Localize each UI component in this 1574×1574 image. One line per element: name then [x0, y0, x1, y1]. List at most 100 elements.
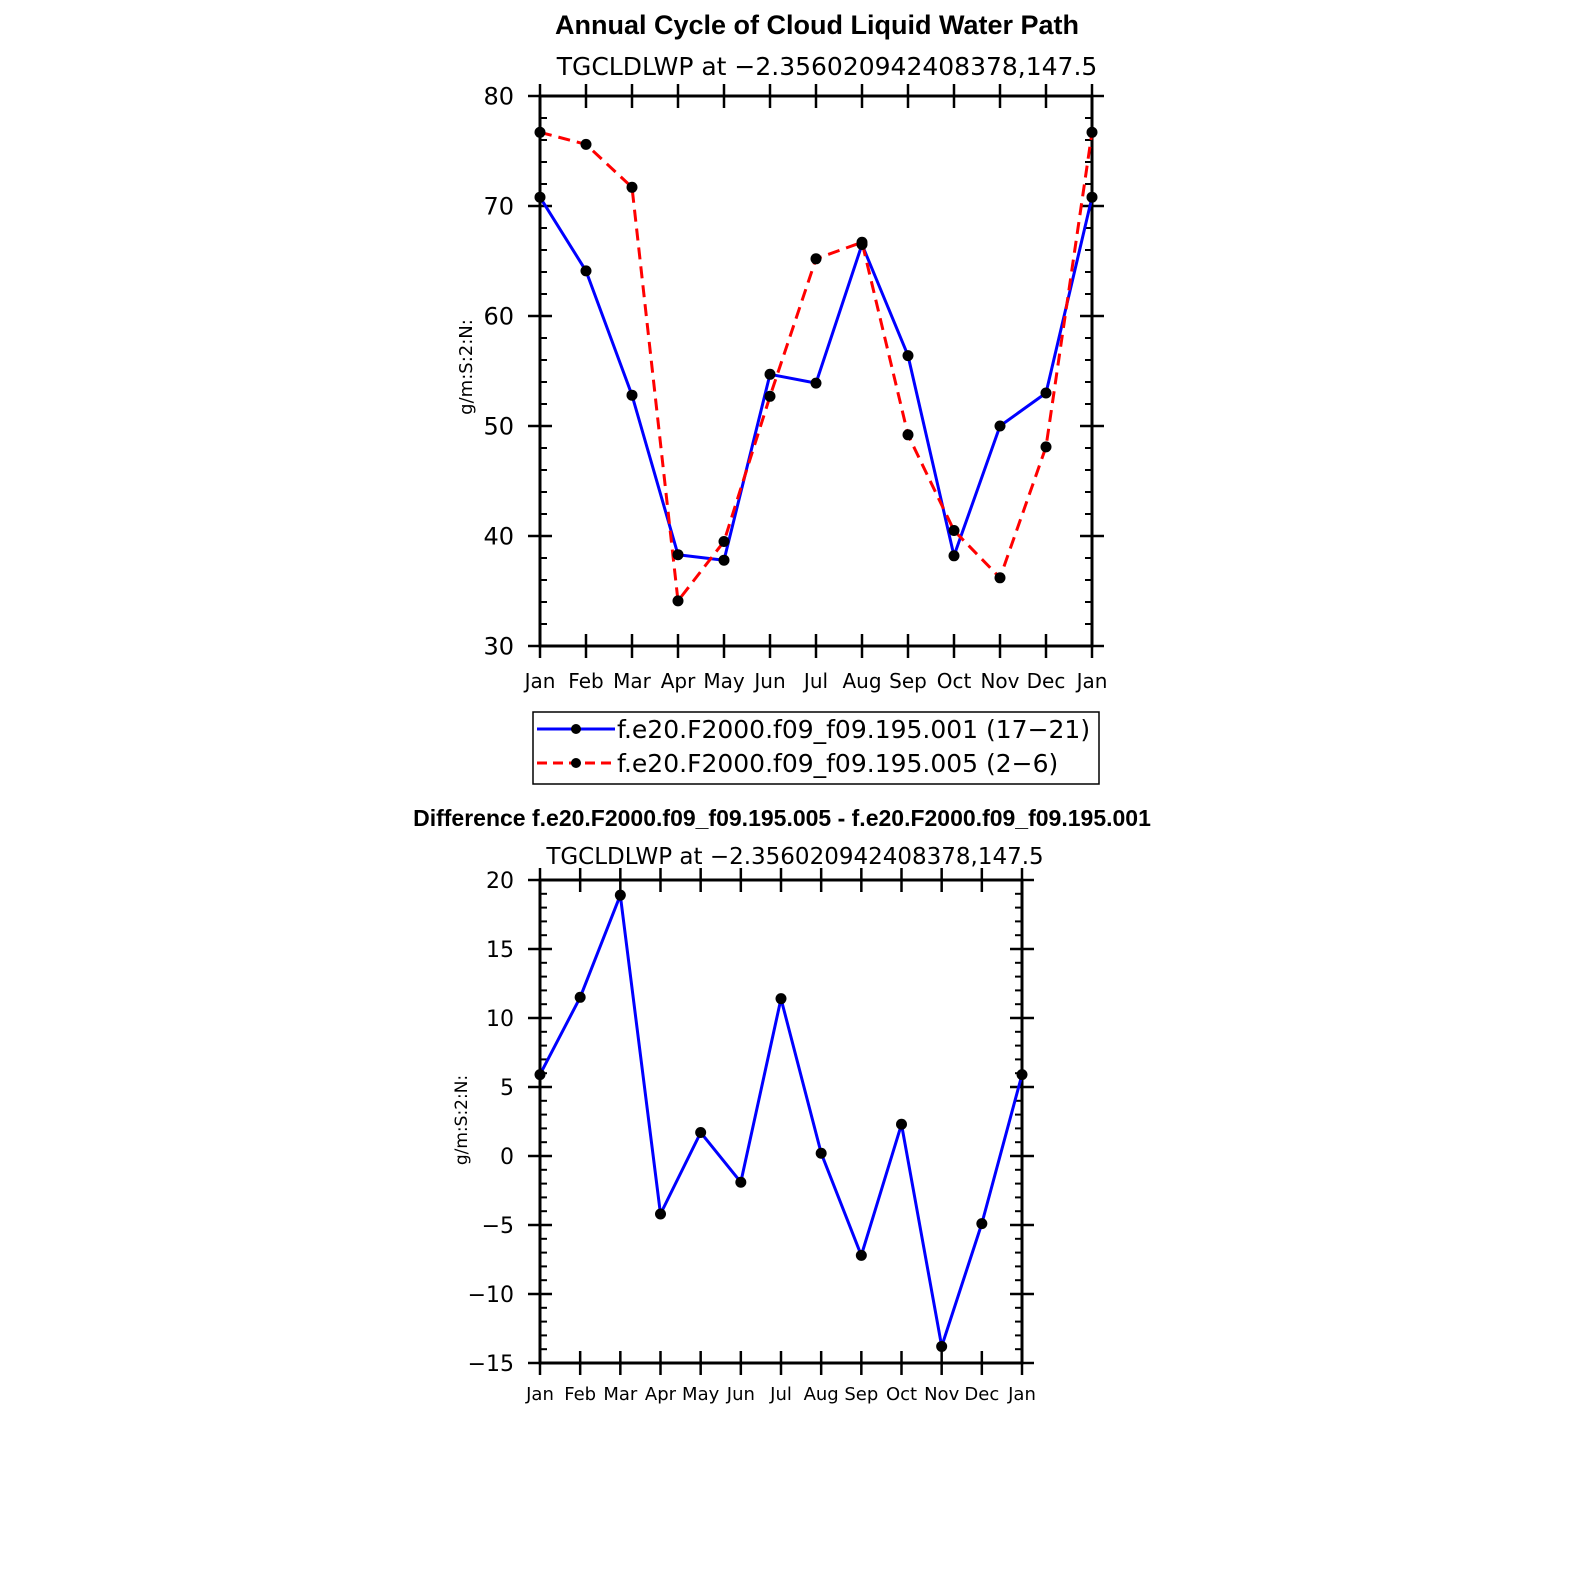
data-point-series-2: [718, 536, 730, 547]
x-tick-label: Sep: [844, 1384, 878, 1405]
y-tick-label: 10: [486, 1007, 514, 1032]
data-point-series-1: [580, 265, 592, 277]
y-axis-label: g/m:S:2:N:: [456, 319, 477, 415]
data-point-series-1: [936, 1340, 948, 1352]
data-point-series-2: [580, 138, 592, 150]
y-tick-label: 15: [486, 938, 514, 963]
x-tick-label: Feb: [564, 1384, 596, 1405]
series-line-1: [538, 893, 1024, 1348]
x-tick-label: Dec: [1027, 669, 1066, 693]
data-point-series-2: [810, 253, 822, 265]
y-tick-labels: −15 −10 −5 0 5 10 15 20: [468, 869, 514, 1377]
chart-title: Difference f.e20.F2000.f09_f09.195.005 -…: [413, 805, 1151, 831]
plot-frame: [538, 878, 1024, 1365]
x-tick-label: Oct: [937, 669, 972, 693]
y-tick-label: −10: [468, 1283, 514, 1308]
x-tick-label: Nov: [924, 1384, 959, 1405]
data-point-series-1: [735, 1176, 747, 1188]
axis-ticks: [528, 84, 1104, 658]
data-point-series-1: [574, 991, 586, 1003]
x-tick-label: Feb: [568, 669, 603, 693]
data-point-series-1: [855, 1249, 867, 1261]
y-tick-label: −5: [482, 1214, 514, 1239]
legend-marker-series-2: [571, 758, 581, 768]
series-group: [534, 889, 1028, 1352]
x-tick-label: Jan: [525, 1384, 554, 1405]
x-tick-labels: Jan Feb Mar Apr May Jun Jul Aug Sep Oct Nov Dec Jan: [525, 1384, 1036, 1405]
y-tick-label: 0: [500, 1145, 514, 1170]
x-tick-label: Jan: [1007, 1384, 1036, 1405]
x-tick-label: Apr: [661, 669, 696, 693]
legend-box: [532, 711, 1100, 785]
data-point-series-1: [948, 550, 960, 562]
y-tick-label: 30: [483, 633, 514, 661]
legend: f.e20.F2000.f09_f09.195.001 (17−21) f.e2…: [532, 711, 1100, 785]
data-point-series-1: [718, 554, 730, 566]
x-tick-label: Oct: [886, 1384, 917, 1405]
data-point-series-2: [534, 126, 546, 138]
data-point-series-2: [994, 572, 1006, 584]
legend-label-series-1: f.e20.F2000.f09_f09.195.001 (17−21): [617, 715, 1090, 744]
x-tick-label: Aug: [842, 669, 881, 693]
data-point-series-1: [695, 1127, 707, 1139]
x-tick-label: May: [682, 1384, 720, 1405]
y-tick-label: 5: [500, 1076, 514, 1101]
y-tick-label: 40: [483, 523, 514, 551]
x-tick-label: Nov: [980, 669, 1019, 693]
x-tick-labels: Jan Feb Mar Apr May Jun Jul Aug Sep Oct Nov Dec Jan: [523, 669, 1108, 693]
chart-subtitle: TGCLDLWP at −2.356020942408378,147.5: [545, 844, 1043, 870]
data-point-series-2: [948, 525, 960, 536]
x-tick-label: Jan: [523, 669, 556, 693]
legend-marker-series-1: [571, 724, 581, 734]
axis-ticks: [528, 868, 1034, 1375]
x-tick-label: Sep: [889, 669, 927, 693]
data-point-series-1: [655, 1208, 666, 1220]
x-tick-label: Dec: [964, 1384, 999, 1405]
y-tick-label: 60: [483, 303, 514, 331]
data-point-series-2: [626, 181, 638, 193]
data-point-series-1: [614, 889, 626, 901]
y-tick-label: 80: [483, 83, 514, 111]
x-tick-label: Apr: [645, 1384, 677, 1405]
x-tick-label: Jan: [1075, 669, 1108, 693]
data-point-series-1: [626, 389, 638, 401]
x-tick-label: Jun: [752, 669, 785, 693]
x-tick-label: Aug: [804, 1384, 839, 1405]
data-point-series-1: [994, 420, 1006, 432]
difference-chart: Difference f.e20.F2000.f09_f09.195.005 -…: [413, 805, 1151, 1405]
x-tick-label: Mar: [613, 669, 652, 693]
x-tick-label: Jul: [769, 1384, 792, 1405]
data-point-series-2: [1040, 441, 1052, 453]
data-point-series-2: [902, 429, 914, 441]
data-point-series-1: [976, 1218, 988, 1230]
x-tick-label: May: [703, 669, 745, 693]
x-tick-label: Mar: [603, 1384, 638, 1405]
legend-label-series-2: f.e20.F2000.f09_f09.195.005 (2−6): [617, 749, 1058, 778]
data-point-series-1: [896, 1118, 907, 1130]
data-point-series-1: [810, 377, 822, 389]
y-tick-label: 50: [483, 413, 514, 441]
data-point-series-2: [1086, 126, 1098, 138]
data-point-series-1: [1086, 191, 1098, 203]
data-point-series-1: [775, 993, 787, 1005]
x-tick-label: Jun: [726, 1384, 755, 1405]
series-group: [534, 126, 1098, 607]
y-tick-labels: 30 40 50 60 70 80: [483, 83, 514, 661]
data-point-series-1: [764, 368, 776, 380]
y-tick-label: 70: [483, 193, 514, 221]
data-point-series-1: [534, 1069, 546, 1081]
data-point-series-2: [672, 595, 684, 607]
data-point-series-1: [815, 1147, 827, 1159]
data-point-series-2: [856, 236, 868, 248]
data-point-series-1: [902, 350, 914, 362]
annual-cycle-chart: Annual Cycle of Cloud Liquid Water Path …: [456, 10, 1108, 785]
chart-title: Annual Cycle of Cloud Liquid Water Path: [555, 10, 1079, 40]
data-point-series-1: [534, 191, 546, 203]
chart-subtitle: TGCLDLWP at −2.356020942408378,147.5: [556, 52, 1098, 81]
data-point-series-1: [1040, 387, 1052, 399]
data-point-series-2: [764, 390, 776, 402]
x-tick-label: Jul: [802, 669, 828, 693]
y-tick-label: −15: [468, 1352, 514, 1377]
y-axis-label: g/m:S:2:N:: [452, 1075, 472, 1165]
